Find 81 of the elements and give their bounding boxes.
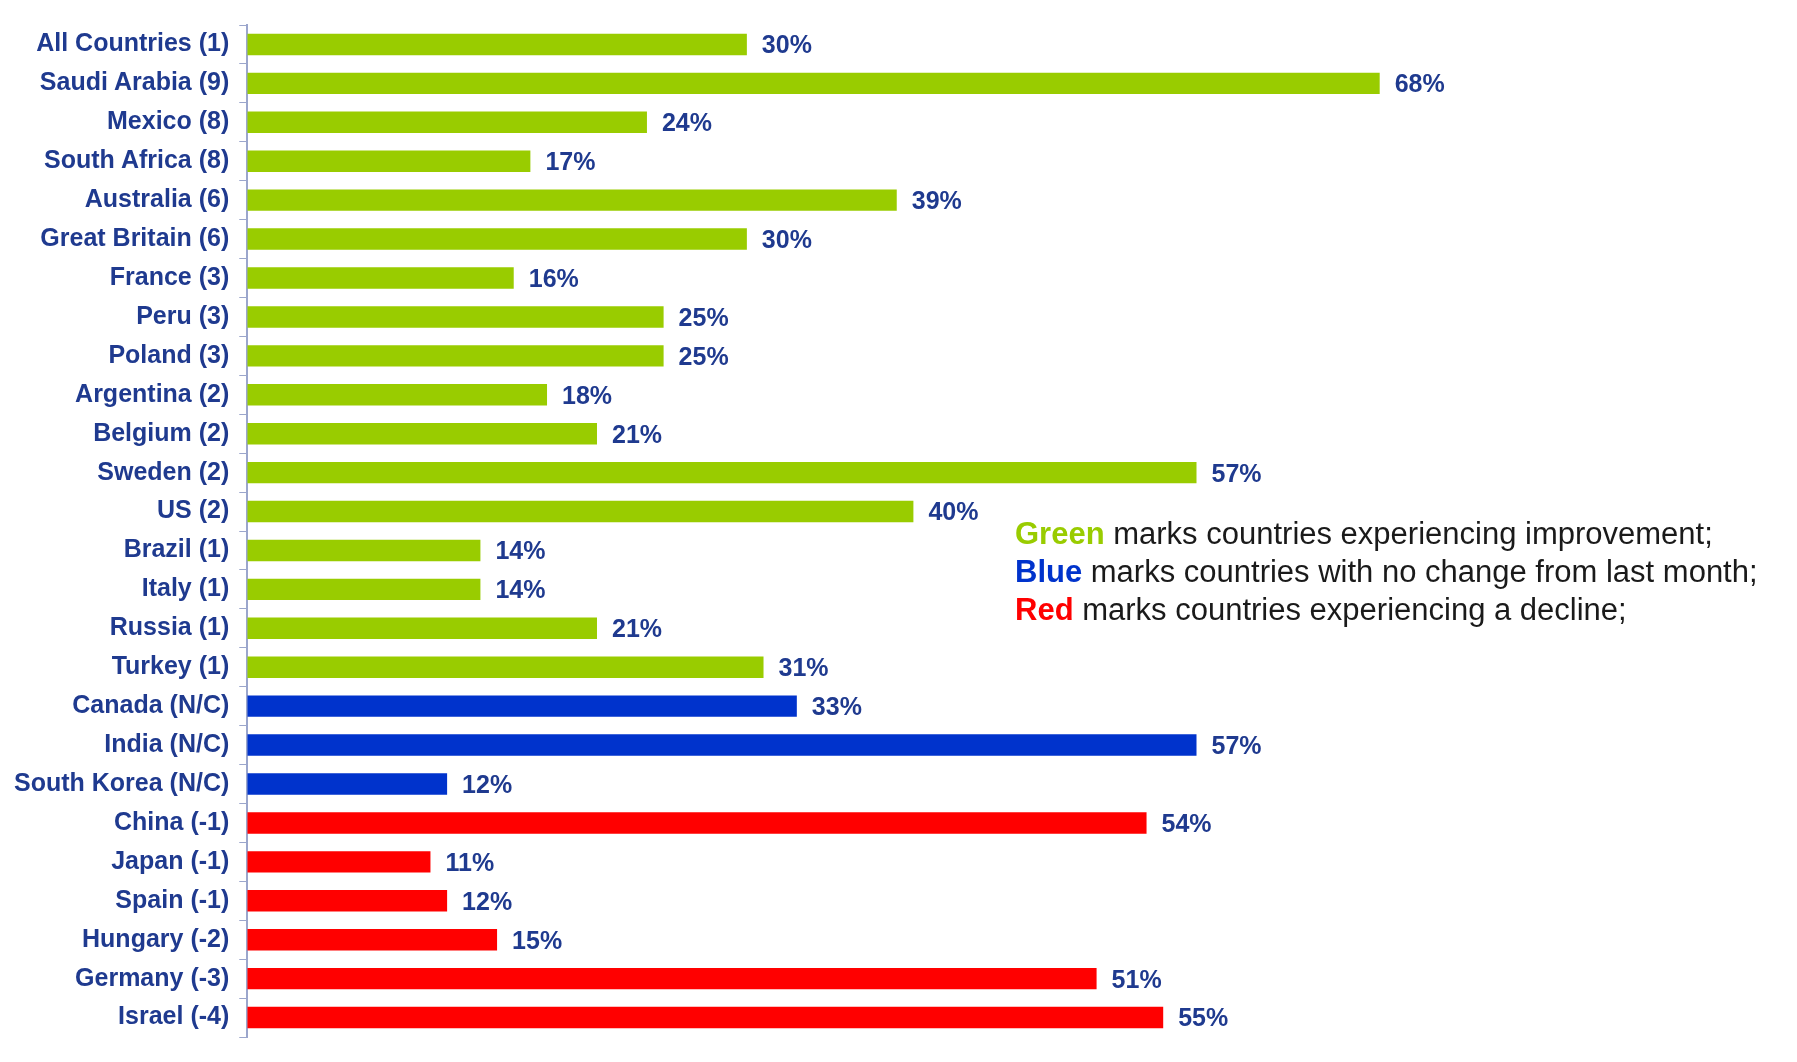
bar — [247, 150, 531, 172]
data-label: 33% — [811, 692, 862, 721]
data-label: 17% — [545, 147, 596, 176]
y-tick-label: Brazil (1) — [123, 534, 230, 563]
data-label: 68% — [1394, 69, 1445, 98]
data-label: 18% — [562, 380, 613, 409]
bar — [247, 578, 481, 601]
y-tick-label: Peru (3) — [136, 300, 230, 329]
y-tick-label: South Korea (N/C) — [13, 767, 230, 796]
data-label: 15% — [512, 925, 563, 954]
y-tick-label: Poland (3) — [108, 339, 230, 368]
data-label: 21% — [611, 614, 663, 643]
y-tick-label: Italy (1) — [141, 573, 230, 602]
y-tick-label: All Countries (1) — [36, 28, 230, 57]
y-tick-label: Hungary (-2) — [82, 923, 230, 952]
y-tick-label: Canada (N/C) — [72, 690, 230, 719]
data-label: 12% — [462, 769, 513, 798]
y-tick-label: Israel (-4) — [118, 1001, 230, 1030]
bar — [247, 33, 747, 56]
bar — [247, 812, 1147, 834]
data-label: 55% — [1178, 1003, 1229, 1032]
data-label: 25% — [678, 341, 729, 370]
y-tick-label: Russia (1) — [109, 612, 230, 641]
y-tick-label: Mexico (8) — [107, 106, 230, 135]
bar — [247, 656, 764, 678]
y-tick-label: Japan (-1) — [111, 845, 230, 874]
data-label: 14% — [495, 536, 546, 565]
annotation: Blue marks countries with no change from last month; — [1015, 553, 1758, 591]
y-tick-label: US (2) — [157, 495, 230, 524]
bar — [247, 72, 1380, 95]
y-tick-label: India (N/C) — [104, 728, 230, 757]
data-label: 40% — [928, 497, 979, 526]
data-label: 16% — [528, 263, 579, 292]
data-label: 57% — [1211, 458, 1262, 487]
y-tick-label: Germany (-3) — [75, 962, 230, 991]
data-label: 30% — [761, 224, 812, 253]
bar — [247, 1006, 1164, 1029]
y-tick-label: China (-1) — [113, 806, 230, 835]
y-tick-label: Saudi Arabia (9) — [39, 67, 230, 96]
annotation: Green marks countries experiencing improvement; — [1015, 515, 1714, 553]
bar — [247, 734, 1197, 756]
data-label: 25% — [678, 302, 729, 331]
data-label: 57% — [1211, 730, 1262, 759]
bar — [247, 539, 481, 562]
data-label: 12% — [462, 886, 513, 915]
y-tick-label: South Africa (8) — [44, 145, 230, 174]
bar — [247, 928, 498, 951]
data-label: 39% — [911, 186, 962, 215]
y-tick-label: Argentina (2) — [75, 378, 230, 407]
data-label: 30% — [761, 30, 812, 59]
bar — [247, 306, 664, 328]
data-label: 31% — [778, 653, 829, 682]
bar — [247, 111, 647, 134]
bar — [247, 189, 897, 211]
y-tick-label: Australia (6) — [84, 184, 230, 213]
bar — [247, 695, 797, 717]
y-tick-label: Great Britain (6) — [40, 222, 230, 251]
bar — [247, 967, 1097, 990]
data-label: 14% — [495, 575, 546, 604]
bar — [247, 890, 448, 912]
bar — [247, 345, 664, 367]
data-label: 21% — [611, 419, 663, 448]
data-label: 51% — [1111, 964, 1162, 993]
bar — [247, 422, 597, 445]
data-label: 24% — [661, 108, 712, 137]
bar — [247, 267, 514, 289]
annotation: Red marks countries experiencing a decline; — [1015, 591, 1628, 629]
bar — [247, 617, 597, 640]
y-tick-label: Belgium (2) — [93, 417, 230, 446]
bar — [247, 384, 548, 406]
y-tick-label: Turkey (1) — [111, 651, 230, 680]
bar — [247, 773, 448, 795]
bar — [247, 851, 431, 873]
bar — [247, 500, 914, 523]
data-label: 11% — [445, 847, 495, 876]
bar — [247, 461, 1197, 484]
y-tick-label: Sweden (2) — [97, 456, 230, 485]
bar — [247, 228, 747, 250]
y-tick-label: France (3) — [109, 261, 230, 290]
data-label: 54% — [1161, 808, 1212, 837]
y-tick-label: Spain (-1) — [115, 884, 230, 913]
